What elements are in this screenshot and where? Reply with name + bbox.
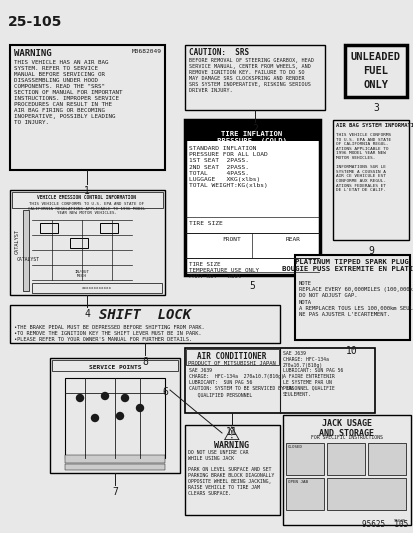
Bar [10, 190, 165, 295]
Bar [40, 223, 58, 233]
Bar [65, 378, 165, 458]
Bar [185, 349, 278, 365]
Text: NOTE
REPLACE EVERY 60,000MILES (100,000km).
DO NOT ADJUST GAP.
NOTA
A REMPLACER : NOTE REPLACE EVERY 60,000MILES (100,000k… [298, 281, 413, 317]
Text: THIS VEHICLE CONFORMS TO U.S. EPA AND STATE OF
CALIFORNIA REGULATIONS APPLICABLE: THIS VEHICLE CONFORMS TO U.S. EPA AND ST… [28, 202, 145, 215]
Text: DO NOT USE UNFIRE CAR
WHILE USING JACK

PARK ON LEVEL SURFACE AND SET
PARKING BR: DO NOT USE UNFIRE CAR WHILE USING JACK P… [188, 450, 273, 496]
Bar [65, 455, 165, 463]
Bar [326, 443, 364, 475]
Bar [10, 45, 165, 170]
Text: TIRE SIZE: TIRE SIZE [189, 221, 222, 226]
Text: WARNING: WARNING [14, 49, 52, 58]
Text: PART NO.   x80l: PART NO. x80l [189, 274, 241, 279]
Bar [23, 210, 29, 291]
Circle shape [116, 413, 123, 419]
Circle shape [136, 405, 143, 411]
Bar [185, 348, 374, 413]
Bar [326, 478, 405, 510]
Text: 7: 7 [112, 487, 118, 497]
Text: PLATINUM TIPPED SPARK PLUG
BOUGIE PUSS EXTREMITE EN PLATINE: PLATINUM TIPPED SPARK PLUG BOUGIE PUSS E… [281, 259, 413, 272]
Text: THIS VEHICLE HAS AN AIR BAG
SYSTEM. REFER TO SERVICE
MANUAL BEFORE SERVICING OR
: THIS VEHICLE HAS AN AIR BAG SYSTEM. REFE… [14, 60, 122, 125]
Text: AIR BAG SYSTEM INFORMATION: AIR BAG SYSTEM INFORMATION [335, 123, 413, 128]
Text: VEHICLE EMISSION CONTROL INFORMATION: VEHICLE EMISSION CONTROL INFORMATION [38, 195, 136, 200]
Text: PRODUCT OF MITSUBISHI JAPAN: PRODUCT OF MITSUBISHI JAPAN [188, 361, 275, 366]
Text: SERVICE POINTS: SERVICE POINTS [88, 365, 141, 370]
Bar [285, 443, 323, 475]
Bar [12, 192, 163, 208]
Text: M0682049: M0682049 [132, 49, 161, 54]
Text: 8: 8 [142, 357, 147, 367]
Bar [185, 120, 319, 275]
Text: ONLY: ONLY [363, 80, 387, 90]
Text: 11: 11 [225, 427, 237, 437]
Text: 1: 1 [84, 186, 90, 196]
Text: 9: 9 [367, 246, 373, 256]
Text: 2: 2 [252, 124, 257, 134]
Circle shape [121, 394, 128, 401]
Text: 6: 6 [161, 387, 168, 397]
Bar [52, 360, 178, 371]
Bar [367, 443, 405, 475]
Text: 95625: 95625 [392, 519, 405, 523]
Text: •THE BRAKE PEDAL MUST BE DEPRESSED BEFORE SHIFTING FROM PARK.
•TO REMOVE THE IGN: •THE BRAKE PEDAL MUST BE DEPRESSED BEFOR… [14, 325, 204, 342]
Bar [65, 464, 165, 470]
Circle shape [91, 415, 98, 422]
Bar [100, 223, 118, 233]
Text: FOR SPECIFIC INSTRUCTIONS: FOR SPECIFIC INSTRUCTIONS [310, 435, 382, 440]
Text: CATALYST: CATALYST [17, 257, 40, 262]
Bar [332, 120, 408, 240]
Text: xxxxxxxxxxxx: xxxxxxxxxxxx [82, 286, 112, 290]
Text: REAR: REAR [285, 237, 300, 242]
Text: ⚠: ⚠ [223, 425, 240, 445]
Text: BEFORE REMOVAL OF STEERING GEARBOX, HEAD
SERVICE MANUAL, CENTER FROM WHEELS, AND: BEFORE REMOVAL OF STEERING GEARBOX, HEAD… [189, 58, 313, 93]
Text: WARNING: WARNING [214, 441, 249, 450]
Text: OPEN JAB: OPEN JAB [287, 480, 307, 484]
Bar [282, 415, 410, 525]
Bar [285, 478, 323, 510]
Text: IN/OUT
MECH: IN/OUT MECH [74, 270, 89, 278]
Circle shape [101, 392, 108, 400]
Text: FUEL: FUEL [363, 66, 387, 76]
Bar [344, 45, 406, 97]
Text: CATALYST: CATALYST [14, 230, 19, 254]
Text: 95625  105: 95625 105 [361, 520, 407, 529]
Bar [185, 425, 279, 515]
Bar [10, 305, 279, 343]
Bar [185, 121, 318, 141]
Text: FRONT: FRONT [221, 237, 240, 242]
Text: SAE J639
CHARGE:  HFC-134a  270±10.7(810g)
LUBRICANT:  SUN PAG 56
CAUTION: SYSTE: SAE J639 CHARGE: HFC-134a 270±10.7(810g)… [189, 368, 292, 397]
Text: STANDARD INFLATION
PRESSURE FOR ALL LOAD
1ST SEAT  2PASS.
2ND SEAT  2PASS.
TOTAL: STANDARD INFLATION PRESSURE FOR ALL LOAD… [189, 146, 267, 188]
Text: 25-105: 25-105 [8, 15, 62, 29]
Text: JACK USAGE
AND STORAGE: JACK USAGE AND STORAGE [319, 419, 374, 438]
Text: 5: 5 [249, 281, 254, 291]
Text: TIRE INFLATION
PRESSURE  (COLD): TIRE INFLATION PRESSURE (COLD) [216, 131, 286, 143]
Text: TIRE SIZE
TEMPERATURE USE ONLY: TIRE SIZE TEMPERATURE USE ONLY [189, 262, 259, 273]
Bar [185, 45, 324, 110]
Text: 10: 10 [345, 346, 357, 356]
Text: CLOSED: CLOSED [287, 445, 302, 449]
Text: 3: 3 [372, 103, 378, 113]
Text: SHIFT  LOCK: SHIFT LOCK [99, 308, 191, 322]
Bar [32, 283, 161, 293]
Text: 4: 4 [84, 309, 90, 319]
Text: UNLEADED: UNLEADED [350, 52, 400, 62]
Text: CAUTION:  SRS: CAUTION: SRS [189, 48, 249, 57]
Text: THIS VEHICLE CONFORMS
TO U.S. EPA AND STATE
OF CALIFORNIA REGUL-
ATIONS APPLICAB: THIS VEHICLE CONFORMS TO U.S. EPA AND ST… [335, 133, 390, 192]
Bar [50, 358, 180, 473]
Text: SAE J639
CHARGE: HFC-134a
270±10.7(810g)
LUBRICANT: SUN PAG 56
A FAIRE ENTRETENI: SAE J639 CHARGE: HFC-134a 270±10.7(810g)… [282, 351, 342, 397]
Circle shape [76, 394, 83, 401]
Bar [294, 255, 409, 340]
Bar [70, 238, 88, 248]
Text: AIR CONDITIONER: AIR CONDITIONER [197, 352, 266, 361]
